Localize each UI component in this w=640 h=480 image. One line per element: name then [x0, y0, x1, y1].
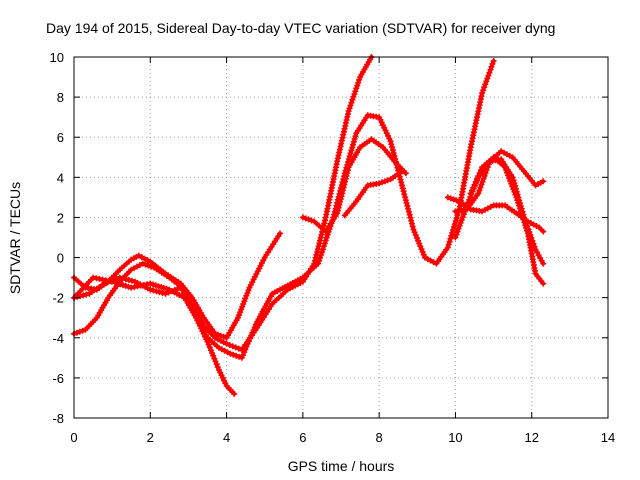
y-tick-label: -4 — [52, 331, 64, 346]
plot-frame — [73, 56, 609, 419]
x-tick-label: 8 — [376, 430, 383, 445]
y-tick-label: 6 — [57, 130, 64, 145]
y-tick-label: -8 — [52, 411, 64, 426]
series-8 — [452, 148, 547, 215]
series-6 — [341, 168, 405, 219]
y-tick-label: 0 — [57, 251, 64, 266]
y-tick-label: 10 — [50, 50, 64, 65]
x-tick-label: 14 — [601, 430, 615, 445]
x-tick-label: 4 — [223, 430, 230, 445]
series-markers — [299, 136, 409, 235]
y-tick-label: -2 — [52, 291, 64, 306]
series-line — [72, 59, 496, 360]
ticks: 0 2 4 6 8 10 12 14 -8 -6 -4 -2 0 2 4 6 8 10 — [50, 50, 616, 445]
x-tick-label: 0 — [70, 430, 77, 445]
y-tick-label: -6 — [52, 371, 64, 386]
y-axis-label: SDTVAR / TECUs — [7, 182, 23, 294]
y-tick-label: 8 — [57, 90, 64, 105]
y-tick-label: 4 — [57, 170, 64, 185]
x-tick-label: 10 — [448, 430, 462, 445]
x-tick-label: 12 — [524, 430, 538, 445]
series-10 — [467, 154, 547, 287]
series-markers — [71, 54, 375, 353]
series-markers — [341, 168, 405, 219]
x-axis-label: GPS time / hours — [288, 458, 395, 474]
x-tick-label: 2 — [147, 430, 154, 445]
x-tick-label: 6 — [299, 430, 306, 445]
series-group — [71, 54, 547, 397]
series-3 — [71, 54, 375, 353]
series-markers — [71, 58, 497, 361]
chart-title: Day 194 of 2015, Sidereal Day-to-day VTE… — [46, 20, 555, 36]
series-4 — [71, 58, 497, 361]
series-markers — [467, 154, 547, 287]
y-tick-label: 2 — [57, 210, 64, 225]
series-5 — [299, 136, 409, 235]
